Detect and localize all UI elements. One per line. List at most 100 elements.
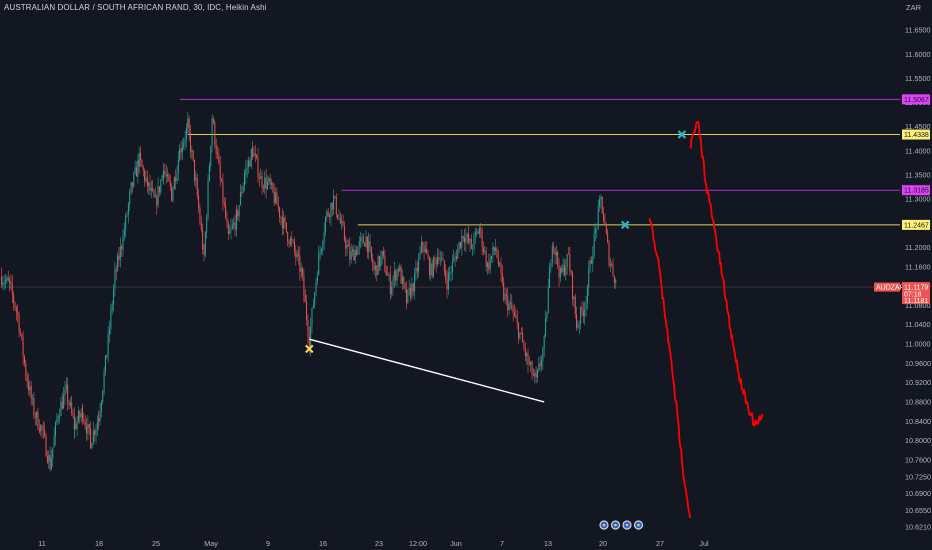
candle (185, 127, 187, 139)
candle (104, 355, 106, 373)
candle (481, 229, 483, 248)
candle (435, 259, 437, 265)
candle (476, 231, 478, 233)
candle (102, 390, 104, 402)
candle (528, 364, 530, 365)
candle (381, 251, 383, 257)
candle (464, 237, 466, 243)
y-tick-label: 11.1600 (905, 262, 930, 271)
candle (59, 415, 61, 417)
candle (534, 372, 536, 376)
candle (319, 251, 321, 254)
candle (203, 249, 205, 256)
candle (180, 148, 182, 153)
candle (500, 263, 502, 274)
candle (11, 283, 13, 295)
trend-line[interactable] (309, 338, 545, 403)
candle (7, 277, 9, 281)
tag-value: 11.2467 (904, 222, 929, 229)
candle (615, 279, 617, 283)
x-marker-icon[interactable] (620, 220, 630, 230)
candle (171, 193, 173, 201)
candle (114, 269, 116, 274)
candle (163, 170, 164, 178)
candle (401, 276, 403, 284)
candle (373, 266, 375, 271)
candle (107, 333, 109, 356)
candle (449, 272, 451, 274)
candle (415, 267, 417, 274)
candle (531, 361, 533, 375)
symbol-tag-text: AUDZAR (876, 285, 905, 292)
previous-price-value: 11.1181 (904, 298, 928, 305)
candle (347, 245, 349, 247)
candle (420, 242, 422, 253)
event-icon-dot (602, 523, 606, 527)
candle (304, 295, 306, 303)
candle (82, 407, 83, 420)
candle (536, 369, 538, 378)
y-tick-label: 11.4000 (905, 146, 930, 155)
candle (246, 167, 248, 169)
projection-path[interactable] (689, 120, 764, 427)
candle (582, 310, 584, 316)
candle (599, 199, 601, 208)
candle (46, 456, 48, 462)
candle (34, 415, 36, 418)
candle (296, 253, 298, 258)
candle (597, 207, 599, 229)
candle (302, 267, 304, 277)
candle (245, 168, 247, 175)
candle (497, 257, 499, 265)
candle (569, 254, 571, 272)
candle (419, 252, 421, 259)
event-icon[interactable] (622, 520, 632, 530)
candle (206, 216, 208, 233)
price-tag-bg (902, 282, 930, 305)
candle (563, 264, 565, 275)
candle (254, 153, 256, 156)
x-marker-icon[interactable] (305, 344, 314, 354)
event-icon[interactable] (633, 520, 644, 530)
candle (518, 322, 520, 339)
candle (226, 217, 228, 223)
candle (354, 250, 356, 261)
candle (607, 232, 609, 243)
candle (6, 277, 8, 281)
y-tick-label: 11.6000 (905, 50, 930, 59)
candle (315, 281, 317, 293)
currency-label: ZAR (906, 3, 922, 12)
candle (360, 238, 362, 242)
candle (322, 242, 324, 249)
event-icon[interactable] (610, 520, 621, 530)
tag-bg (902, 94, 930, 105)
candle (279, 207, 281, 217)
candle (330, 202, 332, 218)
candle (273, 191, 275, 203)
candle (374, 265, 376, 271)
candle (72, 412, 74, 417)
candle (596, 228, 598, 230)
candle (316, 274, 318, 282)
candle (407, 289, 409, 303)
candle (369, 241, 371, 248)
candle (32, 397, 34, 399)
candle (227, 230, 229, 234)
candle (127, 204, 129, 215)
projection-path[interactable] (648, 218, 691, 519)
candle (248, 160, 250, 168)
candle (148, 182, 150, 187)
candle (469, 239, 471, 243)
candle (121, 246, 123, 250)
event-icon[interactable] (599, 520, 609, 530)
candle (48, 455, 50, 462)
x-marker-icon[interactable] (677, 130, 687, 139)
candle (586, 287, 588, 303)
candle (426, 248, 428, 255)
x-tick-label: 20 (599, 539, 607, 548)
candle (307, 320, 309, 336)
candle (349, 246, 351, 260)
candle (60, 401, 62, 416)
candle (396, 269, 398, 281)
